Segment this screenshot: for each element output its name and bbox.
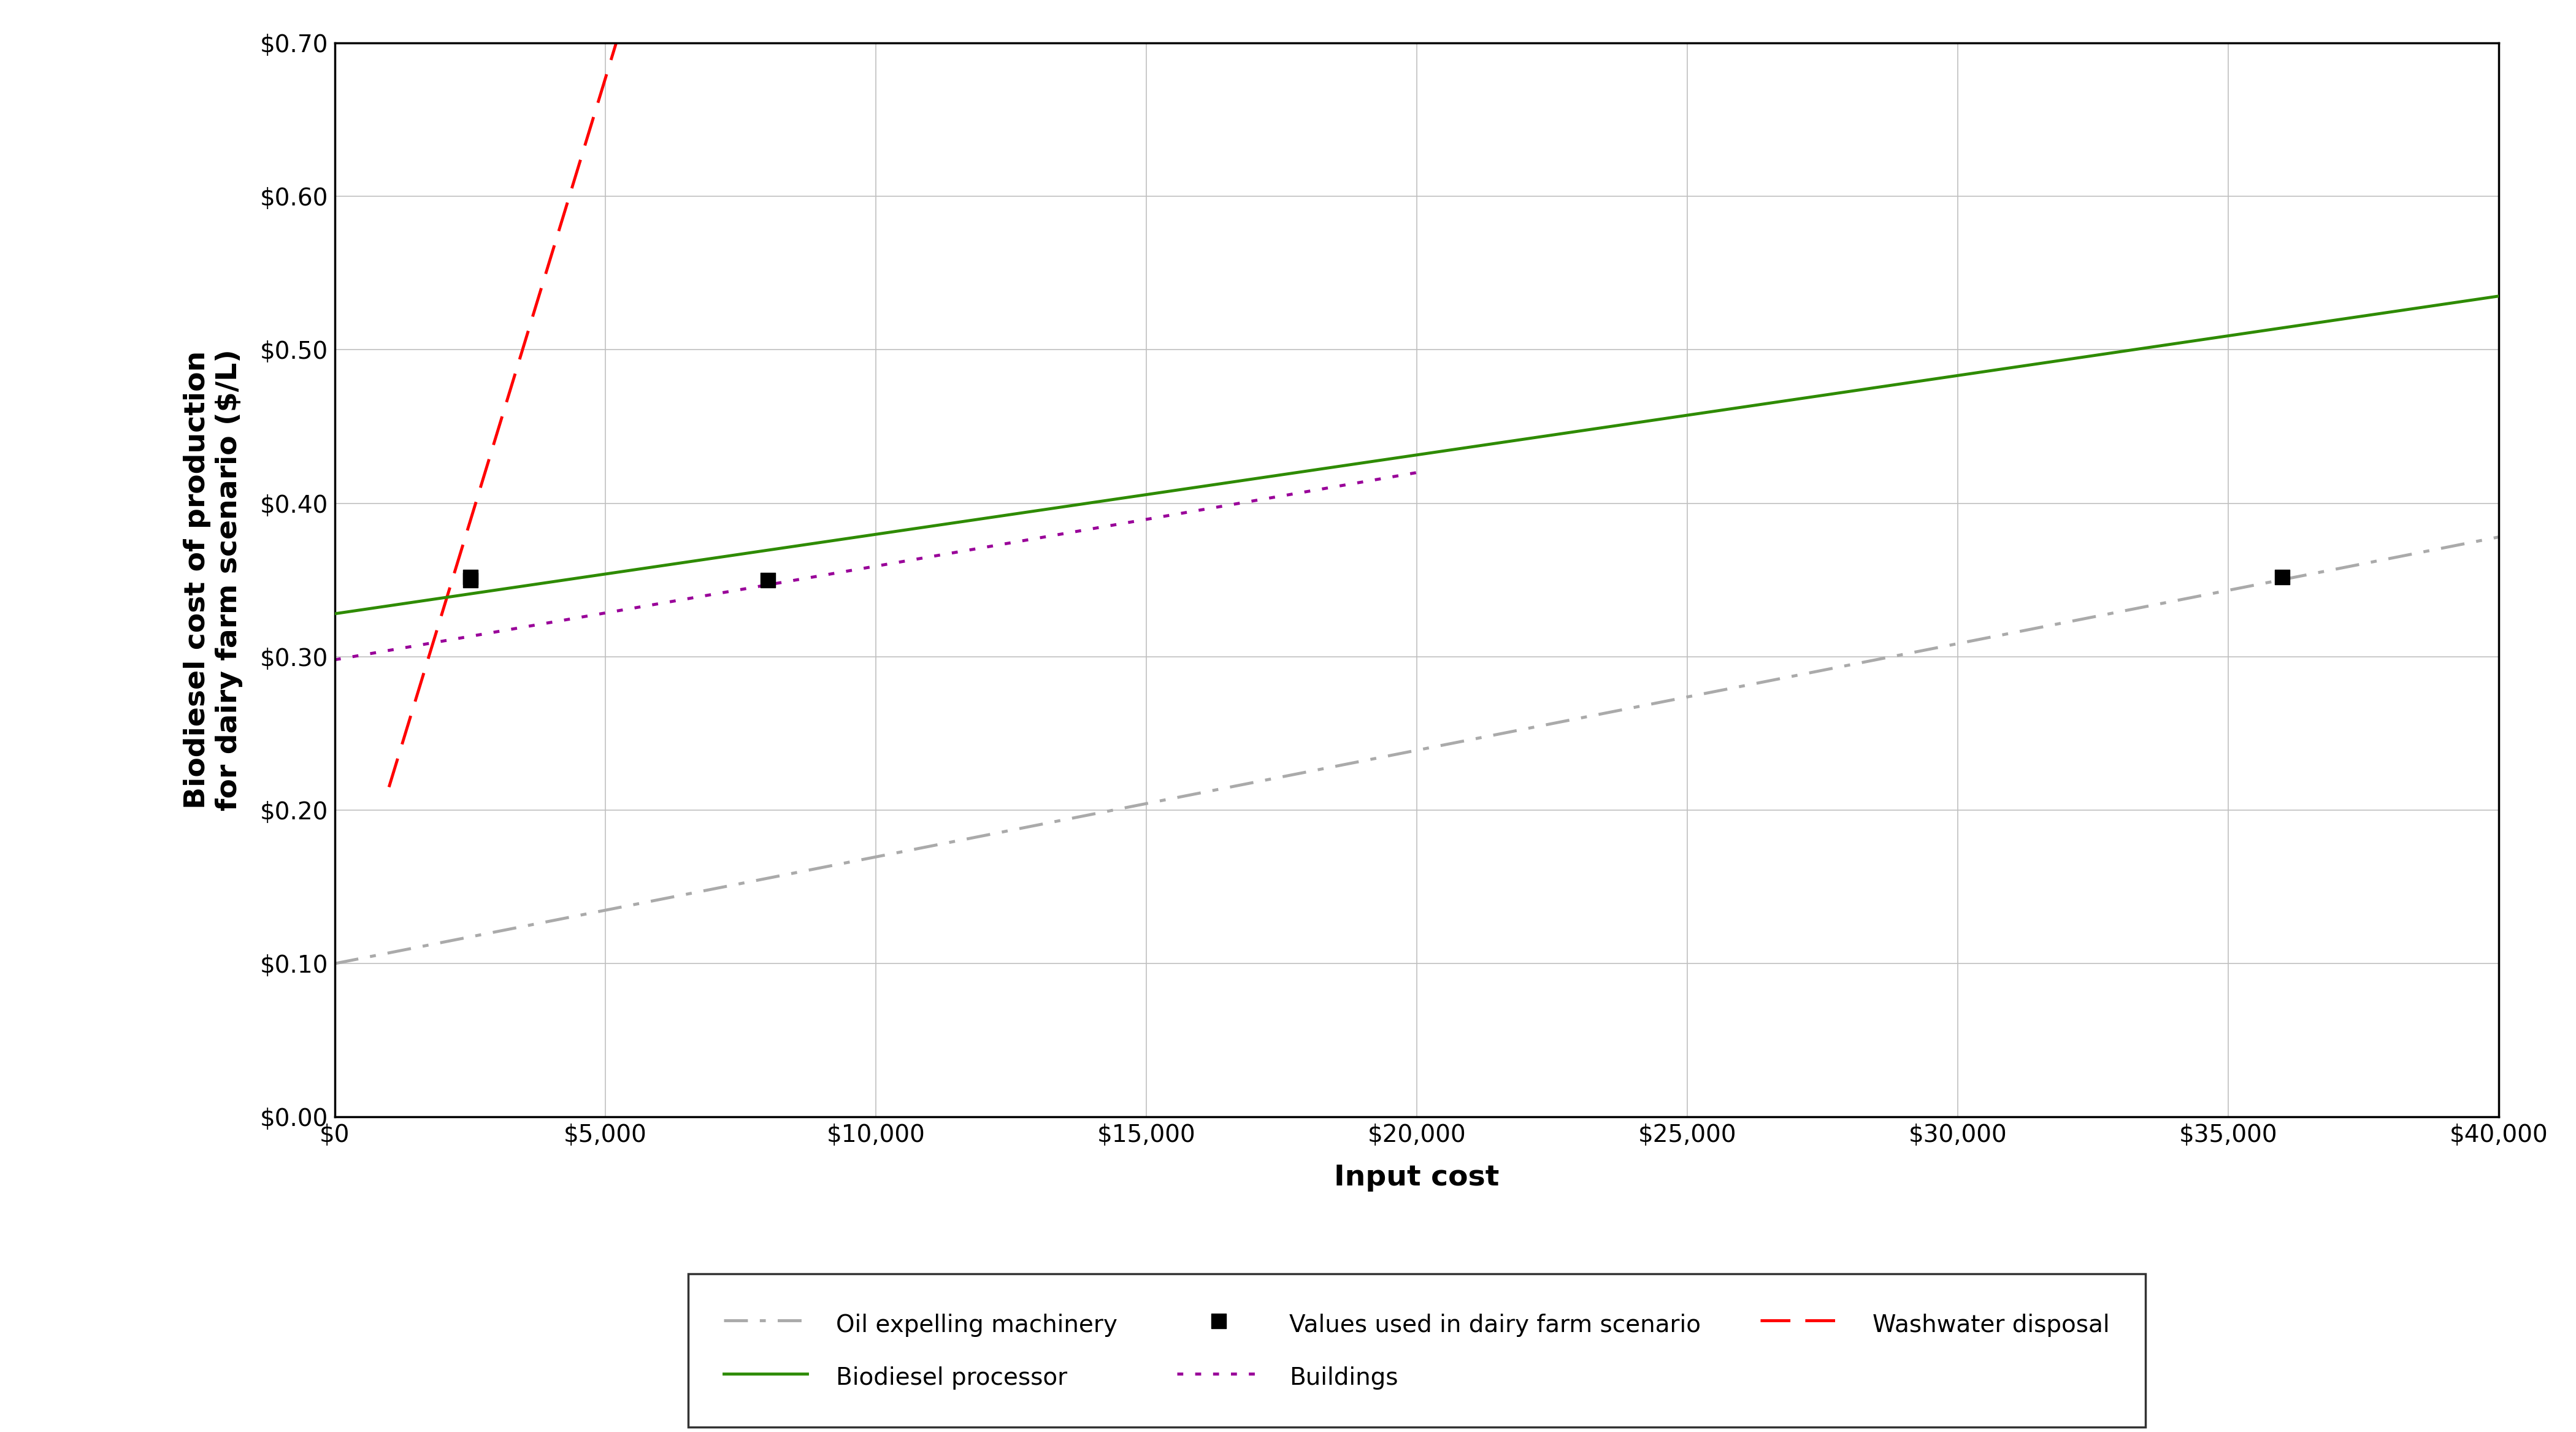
Washwater disposal bbox=[374, 779, 404, 796]
Buildings bbox=[319, 652, 350, 669]
Legend: Oil expelling machinery, Biodiesel processor, Values used in dairy farm scenario: Oil expelling machinery, Biodiesel proce… bbox=[688, 1273, 2146, 1428]
Buildings bbox=[1401, 464, 1432, 481]
Values used in dairy farm scenario bbox=[448, 566, 489, 589]
Values used in dairy farm scenario bbox=[747, 569, 788, 591]
Washwater disposal bbox=[600, 34, 631, 52]
Values used in dairy farm scenario bbox=[448, 569, 489, 591]
Values used in dairy farm scenario bbox=[2262, 566, 2303, 589]
X-axis label: Input cost: Input cost bbox=[1334, 1164, 1499, 1191]
Line: Washwater disposal: Washwater disposal bbox=[389, 43, 616, 788]
Line: Buildings: Buildings bbox=[335, 473, 1417, 660]
Y-axis label: Biodiesel cost of production
for dairy farm scenario ($/L): Biodiesel cost of production for dairy f… bbox=[183, 349, 242, 811]
